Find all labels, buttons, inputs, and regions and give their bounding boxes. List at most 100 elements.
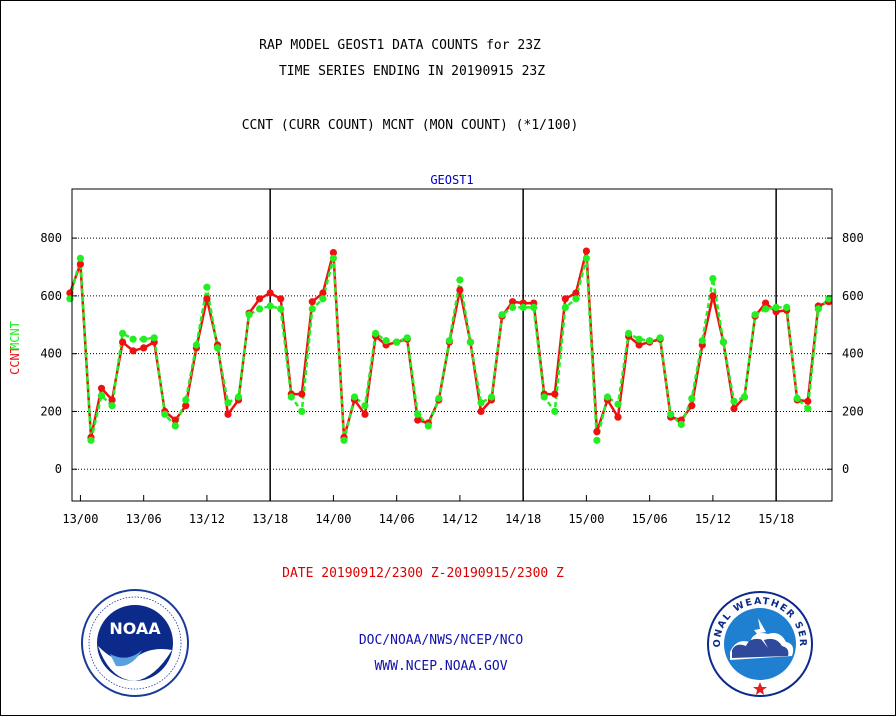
data-point-mcnt — [667, 410, 675, 418]
data-point-ccnt — [688, 402, 696, 410]
y-tick-label-left: 800 — [40, 231, 62, 245]
svg-text:NOAA: NOAA — [109, 619, 161, 638]
plot-title: GEOST1 — [430, 173, 473, 187]
data-point-mcnt — [677, 420, 685, 428]
data-point-mcnt — [582, 254, 591, 262]
data-point-mcnt — [646, 337, 654, 345]
data-point-mcnt — [161, 410, 169, 418]
y-axis-label-mcnt: MCNT — [8, 321, 22, 350]
data-point-ccnt — [256, 295, 264, 303]
data-point-ccnt — [762, 299, 770, 307]
data-point-mcnt — [762, 305, 770, 313]
data-point-mcnt — [382, 337, 390, 345]
y-tick-label-left: 0 — [55, 462, 62, 476]
date-range-label: DATE 20190912/2300 Z-20190915/2300 Z — [282, 566, 564, 581]
data-point-mcnt — [287, 393, 295, 401]
data-point-ccnt — [614, 413, 622, 421]
chart-subtitle: CCNT (CURR COUNT) MCNT (MON COUNT) (*1/1… — [241, 118, 579, 133]
x-tick-label: 14/12 — [442, 512, 478, 526]
data-point-mcnt — [635, 335, 643, 343]
data-point-ccnt — [414, 416, 422, 424]
data-point-mcnt — [572, 295, 580, 303]
data-point-mcnt — [182, 396, 190, 404]
data-point-ccnt — [108, 396, 116, 404]
data-point-ccnt — [182, 402, 190, 410]
data-point-mcnt — [192, 341, 200, 349]
data-point-mcnt — [456, 276, 464, 284]
noaa-logo-icon: NOAA — [81, 589, 189, 697]
data-point-mcnt — [150, 334, 158, 342]
data-point-mcnt — [245, 311, 253, 319]
y-tick-label-right: 0 — [842, 462, 849, 476]
data-point-mcnt — [814, 305, 822, 313]
data-point-mcnt — [361, 402, 369, 410]
data-point-ccnt — [308, 298, 316, 306]
data-point-mcnt — [477, 399, 485, 407]
data-point-mcnt — [698, 337, 706, 345]
data-point-ccnt — [129, 347, 137, 355]
data-point-ccnt — [804, 397, 812, 405]
data-point-mcnt — [656, 334, 664, 342]
data-point-mcnt — [234, 393, 243, 401]
x-tick-label: 13/00 — [62, 512, 98, 526]
data-point-ccnt — [171, 416, 179, 424]
data-point-ccnt — [561, 295, 569, 303]
data-point-mcnt — [793, 394, 801, 402]
data-point-mcnt — [372, 329, 380, 337]
y-axis-label-ccnt: CCNT — [8, 346, 22, 375]
data-point-mcnt — [751, 311, 759, 319]
y-tick-label-left: 200 — [40, 404, 62, 418]
website-link[interactable]: WWW.NCEP.NOAA.GOV — [374, 659, 508, 674]
data-point-mcnt — [709, 275, 717, 283]
data-point-mcnt — [487, 393, 496, 401]
data-point-ccnt — [319, 289, 327, 297]
data-point-mcnt — [213, 344, 222, 352]
x-tick-label: 13/18 — [252, 512, 288, 526]
plot-area — [71, 188, 833, 502]
data-point-ccnt — [593, 428, 601, 436]
data-point-mcnt — [403, 334, 411, 342]
data-point-mcnt — [519, 303, 527, 311]
data-point-mcnt — [424, 422, 432, 430]
data-point-mcnt — [561, 303, 569, 311]
data-point-mcnt — [277, 305, 285, 313]
grid-layer — [72, 189, 832, 501]
data-point-mcnt — [530, 303, 538, 311]
data-point-ccnt — [97, 384, 106, 392]
data-point-mcnt — [783, 303, 791, 311]
data-point-mcnt — [540, 393, 548, 401]
data-point-mcnt — [688, 394, 696, 402]
data-point-mcnt — [825, 295, 833, 303]
data-point-mcnt — [393, 338, 401, 346]
data-point-mcnt — [308, 305, 316, 313]
data-point-ccnt — [298, 390, 306, 398]
y-tick-label-left: 400 — [40, 347, 62, 361]
data-point-mcnt — [414, 410, 422, 418]
x-tick-label: 14/06 — [379, 512, 415, 526]
data-point-mcnt — [551, 407, 559, 415]
y-tick-label-left: 600 — [40, 289, 62, 303]
data-point-ccnt — [456, 286, 464, 294]
x-tick-label: 13/06 — [126, 512, 162, 526]
data-point-ccnt — [572, 289, 580, 297]
axis-layer: 0 0 200 200 400 400 600 600 800 800 13/00 13/06 13/1… — [40, 231, 863, 526]
x-tick-label: 15/06 — [632, 512, 668, 526]
data-point-ccnt — [508, 298, 517, 306]
data-point-mcnt — [108, 402, 116, 410]
data-point-mcnt — [129, 335, 137, 343]
data-point-mcnt — [498, 311, 506, 319]
x-tick-label: 14/18 — [505, 512, 541, 526]
chart-title-line1: RAP MODEL GEOST1 DATA COUNTS for 23Z — [259, 38, 541, 53]
data-point-mcnt — [76, 254, 84, 262]
data-point-mcnt — [224, 399, 232, 407]
data-point-mcnt — [350, 393, 359, 401]
data-point-mcnt — [772, 303, 780, 311]
x-tick-label: 14/00 — [315, 512, 351, 526]
data-point-mcnt — [740, 393, 749, 401]
x-tick-label: 15/18 — [758, 512, 794, 526]
data-point-mcnt — [730, 397, 738, 405]
data-point-mcnt — [256, 305, 264, 313]
data-point-ccnt — [140, 344, 148, 352]
data-point-mcnt — [97, 392, 106, 400]
